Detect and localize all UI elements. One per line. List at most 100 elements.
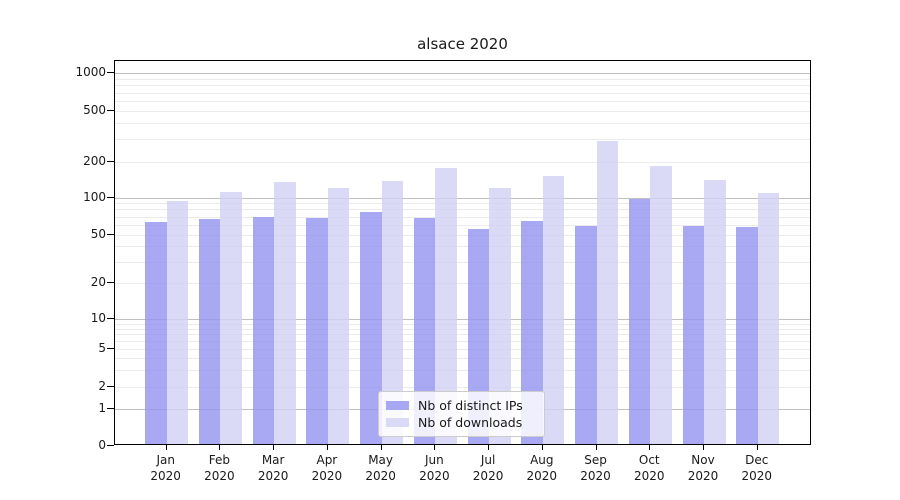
gridline-y-700 <box>115 92 810 94</box>
y-tick-mark <box>107 282 114 283</box>
y-tick-mark <box>107 348 114 349</box>
x-tick-mark-mar <box>273 445 275 450</box>
gridline-y-70 <box>115 216 810 218</box>
bar-nov-distinct-ips <box>682 226 704 444</box>
gridline-y-80 <box>115 209 810 211</box>
gridline-y-800 <box>115 85 810 87</box>
bar-jan-downloads <box>166 200 189 444</box>
bar-jun-distinct-ips <box>413 217 436 444</box>
bar-may-distinct-ips <box>360 212 382 444</box>
bar-dec-distinct-ips <box>736 227 758 444</box>
bar-aug-downloads <box>542 176 565 444</box>
legend-label-distinct-ips: Nb of distinct IPs <box>418 398 523 413</box>
y-tick-mark <box>107 110 114 111</box>
legend-swatch-distinct-ips <box>386 401 409 410</box>
x-tick-label-mar: Mar 2020 <box>257 453 289 484</box>
y-tick-mark <box>107 160 114 162</box>
gridline-y-100 <box>115 197 810 199</box>
legend: Nb of distinct IPs Nb of downloads <box>378 391 545 437</box>
gridline-y-900 <box>115 78 810 80</box>
gridline-y-3 <box>115 370 810 372</box>
bar-feb-downloads <box>220 191 242 444</box>
bar-apr-distinct-ips <box>306 217 328 444</box>
bar-may-downloads <box>381 181 404 444</box>
x-tick-mark-oct <box>649 445 651 450</box>
bar-jul-downloads <box>489 188 511 444</box>
y-tick-label-500: 500 <box>83 103 106 117</box>
bar-jan-distinct-ips <box>145 221 167 444</box>
gridline-y-7 <box>115 334 810 336</box>
y-tick-label-100: 100 <box>83 189 106 204</box>
x-tick-mark-nov <box>703 445 704 450</box>
bar-dec-downloads <box>757 193 780 444</box>
gridline-y-90 <box>115 203 810 205</box>
x-tick-mark-dec <box>756 445 758 450</box>
bar-sep-distinct-ips <box>575 226 597 444</box>
y-tick-mark <box>107 233 114 235</box>
gridline-y-5 <box>115 349 810 350</box>
bar-mar-distinct-ips <box>252 216 275 444</box>
x-tick-label-oct: Oct 2020 <box>633 453 665 484</box>
gridline-y-4 <box>115 358 810 360</box>
bar-jun-downloads <box>435 167 457 444</box>
x-tick-label-jun: Jun 2020 <box>419 453 450 484</box>
legend-label-downloads: Nb of downloads <box>418 415 523 430</box>
y-tick-label-20: 20 <box>90 275 106 289</box>
x-tick-label-aug: Aug 2020 <box>526 453 558 484</box>
x-tick-label-nov: Nov 2020 <box>687 453 719 484</box>
x-tick-label-jul: Jul 2020 <box>472 453 504 484</box>
gridline-y-40 <box>115 246 810 248</box>
legend-row-downloads: Nb of downloads <box>386 415 536 430</box>
y-tick-mark <box>107 318 114 319</box>
legend-row-distinct-ips: Nb of distinct IPs <box>386 398 536 413</box>
y-tick-label-5: 5 <box>98 341 106 355</box>
y-tick-mark <box>107 196 114 198</box>
y-tick-label-0: 0 <box>98 438 106 452</box>
y-tick-mark <box>107 386 114 387</box>
x-tick-mark-jul <box>488 445 490 450</box>
gridline-y-10 <box>115 319 810 320</box>
bar-sep-downloads <box>596 140 619 444</box>
gridline-y-200 <box>115 161 810 163</box>
x-tick-label-may: May 2020 <box>365 453 396 484</box>
x-tick-mark-sep <box>595 445 597 450</box>
bar-nov-downloads <box>704 179 726 444</box>
bar-oct-downloads <box>650 165 672 444</box>
x-tick-label-jan: Jan 2020 <box>150 453 181 484</box>
bar-mar-downloads <box>274 181 296 444</box>
gridline-y-9 <box>115 323 810 325</box>
legend-swatch-downloads <box>386 418 409 427</box>
y-tick-mark <box>107 445 114 446</box>
gridline-y-60 <box>115 224 810 226</box>
gridline-y-500 <box>115 111 810 112</box>
x-tick-label-dec: Dec 2020 <box>741 453 772 484</box>
y-tick-mark <box>107 72 114 73</box>
x-tick-mark-jan <box>165 445 167 450</box>
y-tick-label-1: 1 <box>98 401 106 416</box>
x-tick-label-apr: Apr 2020 <box>311 453 343 484</box>
chart-title: alsace 2020 <box>417 35 508 53</box>
gridline-y-300 <box>115 139 810 141</box>
bar-apr-downloads <box>327 188 350 444</box>
y-tick-label-200: 200 <box>83 153 106 168</box>
x-tick-mark-apr <box>326 445 328 450</box>
x-tick-mark-aug <box>541 445 543 450</box>
gridline-y-1000 <box>115 73 810 74</box>
y-tick-label-50: 50 <box>90 226 106 241</box>
x-tick-label-sep: Sep 2020 <box>580 453 611 484</box>
gridline-y-20 <box>115 283 810 284</box>
gridline-y-30 <box>115 261 810 263</box>
gridline-y-6 <box>115 341 810 343</box>
x-tick-label-feb: Feb 2020 <box>204 453 235 484</box>
y-tick-label-2: 2 <box>98 379 106 393</box>
x-tick-mark-may <box>380 445 382 450</box>
gridline-y-2 <box>115 387 810 388</box>
gridline-y-50 <box>115 234 810 236</box>
x-tick-mark-jun <box>434 445 436 450</box>
bar-oct-distinct-ips <box>628 199 651 444</box>
x-tick-mark-feb <box>219 445 221 450</box>
y-tick-label-1000: 1000 <box>75 65 106 79</box>
y-tick-mark <box>107 408 114 410</box>
bar-aug-distinct-ips <box>521 221 543 444</box>
